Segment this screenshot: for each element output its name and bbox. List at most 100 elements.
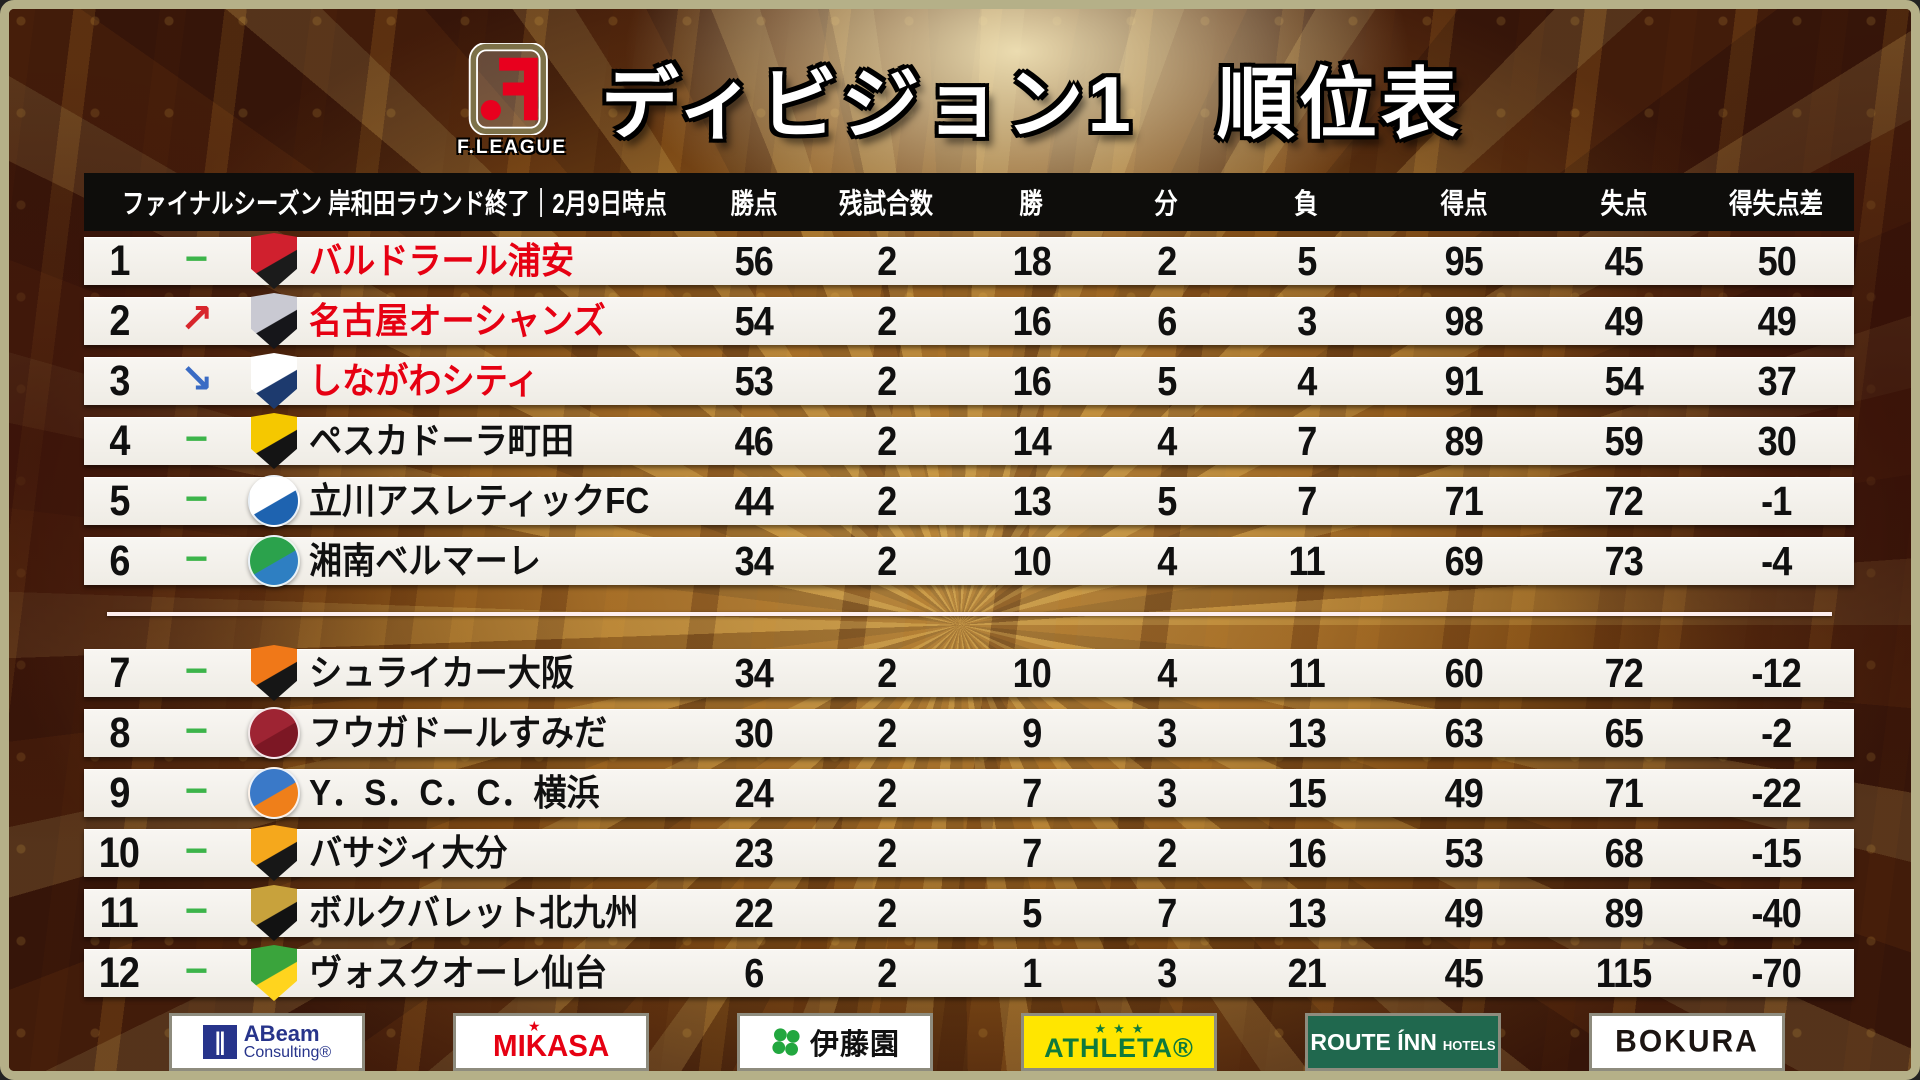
goals-for-cell: 71 (1379, 477, 1549, 525)
team-name: バサジィ大分 (309, 835, 508, 871)
points-cell: 44 (699, 477, 809, 525)
col-points: 勝点 (699, 173, 809, 231)
table-row: 5 − 立川アスレティックFC 44 2 13 5 7 71 72 -1 (84, 477, 1854, 525)
goals-for-cell: 45 (1379, 949, 1549, 997)
table-row: 7 − シュライカー大阪 34 2 10 4 11 60 72 -12 (84, 649, 1854, 697)
logo-cell (239, 297, 309, 345)
goals-for-cell: 89 (1379, 417, 1549, 465)
title-bar: F.LEAGUE ディビジョン1 順位表 (9, 23, 1911, 173)
goals-for-cell: 49 (1379, 889, 1549, 937)
team-name: 名古屋オーシャンズ (309, 303, 606, 339)
rank-cell: 3 (84, 357, 154, 405)
abeam-name: ABeam (244, 1023, 331, 1045)
movement-icon: − (185, 239, 208, 279)
wins-cell: 18 (964, 237, 1099, 285)
goals-against-cell: 54 (1549, 357, 1699, 405)
goals-against-cell: 68 (1549, 829, 1699, 877)
wins-cell: 7 (964, 769, 1099, 817)
goal-difference-cell: -40 (1699, 889, 1854, 937)
goals-for-cell: 53 (1379, 829, 1549, 877)
table-row: 11 − ボルクバレット北九州 22 2 5 7 13 49 89 -40 (84, 889, 1854, 937)
table-row: 6 − 湘南ベルマーレ 34 2 10 4 11 69 73 -4 (84, 537, 1854, 585)
movement-icon: − (185, 951, 208, 991)
goal-difference-cell: -22 (1699, 769, 1854, 817)
draws-cell: 5 (1099, 477, 1234, 525)
team-name-cell: 湘南ベルマーレ (309, 537, 699, 585)
logo-cell (239, 237, 309, 285)
col-goals-for: 得点 (1379, 173, 1549, 231)
team-name-cell: Y．S．C．C．横浜 (309, 769, 699, 817)
wins-cell: 16 (964, 297, 1099, 345)
wins-cell: 5 (964, 889, 1099, 937)
draws-cell: 4 (1099, 537, 1234, 585)
goal-difference-cell: 50 (1699, 237, 1854, 285)
fleague-wordmark: F.LEAGUE (457, 137, 567, 159)
team-name: フウガドールすみだ (309, 715, 607, 751)
draws-cell: 2 (1099, 237, 1234, 285)
losses-cell: 7 (1234, 477, 1379, 525)
goals-against-cell: 65 (1549, 709, 1699, 757)
goals-against-cell: 45 (1549, 237, 1699, 285)
goals-for-cell: 69 (1379, 537, 1549, 585)
goals-against-cell: 115 (1549, 949, 1699, 997)
sponsor-athleta: ★★★ ATHLETA® (1021, 1013, 1217, 1071)
remaining-games-cell: 2 (809, 829, 964, 877)
fleague-f-icon (466, 43, 558, 135)
rank-cell: 7 (84, 649, 154, 697)
losses-cell: 13 (1234, 889, 1379, 937)
points-cell: 46 (699, 417, 809, 465)
movement-icon: − (185, 771, 208, 811)
logo-cell (239, 417, 309, 465)
col-draws: 分 (1099, 173, 1234, 231)
rows-bottom-half: 7 − シュライカー大阪 34 2 10 4 11 60 72 -12 8 − … (84, 649, 1854, 997)
sponsor-bar: ∥ ABeam Consulting® ★ MIKASA 伊藤園 ★★★ ATH… (169, 1013, 1785, 1071)
team-logo (251, 645, 297, 701)
remaining-games-cell: 2 (809, 769, 964, 817)
logo-cell (239, 477, 309, 525)
remaining-games-cell: 2 (809, 477, 964, 525)
remaining-games-cell: 2 (809, 709, 964, 757)
col-goals-against: 失点 (1549, 173, 1699, 231)
col-losses: 負 (1234, 173, 1379, 231)
team-name: ヴォスクオーレ仙台 (309, 955, 607, 991)
goal-difference-cell: 37 (1699, 357, 1854, 405)
goals-for-cell: 63 (1379, 709, 1549, 757)
movement-cell: − (154, 537, 239, 585)
goals-for-cell: 49 (1379, 769, 1549, 817)
movement-cell: − (154, 237, 239, 285)
col-wins: 勝 (964, 173, 1099, 231)
table-header: ファイナルシーズン 岸和田ラウンド終了｜2月9日時点 勝点 残試合数 勝 分 負… (84, 173, 1854, 231)
divider-line (107, 612, 1832, 616)
team-name-cell: フウガドールすみだ (309, 709, 699, 757)
points-cell: 24 (699, 769, 809, 817)
abeam-logo-icon: ∥ (203, 1025, 237, 1059)
movement-cell: − (154, 889, 239, 937)
abeam-name-2: Consulting® (244, 1045, 331, 1061)
goal-difference-cell: 30 (1699, 417, 1854, 465)
bokura-name: BOKURA (1615, 1024, 1759, 1060)
losses-cell: 3 (1234, 297, 1379, 345)
goals-against-cell: 71 (1549, 769, 1699, 817)
table-row: 9 − Y．S．C．C．横浜 24 2 7 3 15 49 71 -22 (84, 769, 1854, 817)
rank-cell: 5 (84, 477, 154, 525)
col-goal-difference: 得失点差 (1699, 173, 1854, 231)
rank-cell: 12 (84, 949, 154, 997)
movement-cell: − (154, 417, 239, 465)
remaining-games-cell: 2 (809, 417, 964, 465)
team-name: 湘南ベルマーレ (309, 543, 541, 579)
team-name-cell: ボルクバレット北九州 (309, 889, 699, 937)
points-cell: 54 (699, 297, 809, 345)
table-row: 12 − ヴォスクオーレ仙台 6 2 1 3 21 45 115 -70 (84, 949, 1854, 997)
team-name: しながわシティ (309, 363, 539, 399)
remaining-games-cell: 2 (809, 237, 964, 285)
rank-cell: 6 (84, 537, 154, 585)
table-meta: ファイナルシーズン 岸和田ラウンド終了｜2月9日時点 (84, 173, 699, 231)
sponsor-abeam: ∥ ABeam Consulting® (169, 1013, 365, 1071)
remaining-games-cell: 2 (809, 649, 964, 697)
team-logo (251, 825, 297, 881)
table-row: 3 ↘ しながわシティ 53 2 16 5 4 91 54 37 (84, 357, 1854, 405)
goals-against-cell: 73 (1549, 537, 1699, 585)
team-logo (251, 413, 297, 469)
sponsor-route-inn: ROUTE ÍNN HOTELS (1305, 1013, 1501, 1071)
movement-icon: − (185, 419, 208, 459)
